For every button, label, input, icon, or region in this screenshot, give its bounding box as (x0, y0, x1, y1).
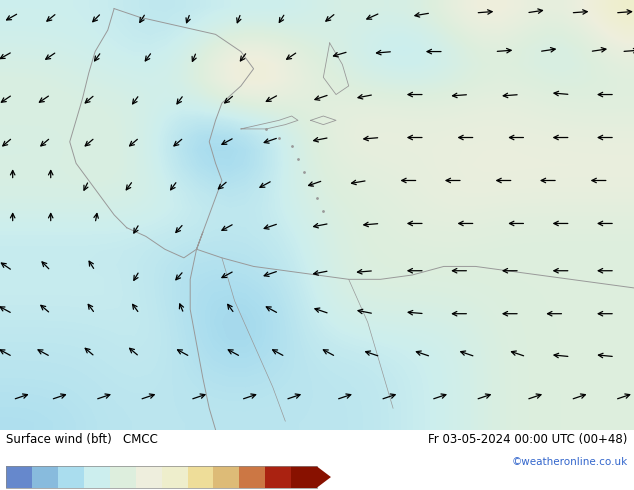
Bar (6, 466, 317, 488)
Bar (32, 466, 58, 488)
Bar (84, 466, 110, 488)
Bar (291, 466, 317, 488)
Bar (6, 466, 32, 488)
Text: Fr 03-05-2024 00:00 UTC (00+48): Fr 03-05-2024 00:00 UTC (00+48) (429, 433, 628, 446)
Polygon shape (317, 466, 331, 488)
Bar (240, 466, 265, 488)
Bar (110, 466, 136, 488)
Text: ©weatheronline.co.uk: ©weatheronline.co.uk (512, 457, 628, 467)
Bar (188, 466, 214, 488)
Bar (214, 466, 239, 488)
Bar (136, 466, 162, 488)
Bar (162, 466, 188, 488)
Bar (265, 466, 291, 488)
Text: Surface wind (bft)   CMCC: Surface wind (bft) CMCC (6, 433, 158, 446)
Bar (58, 466, 84, 488)
